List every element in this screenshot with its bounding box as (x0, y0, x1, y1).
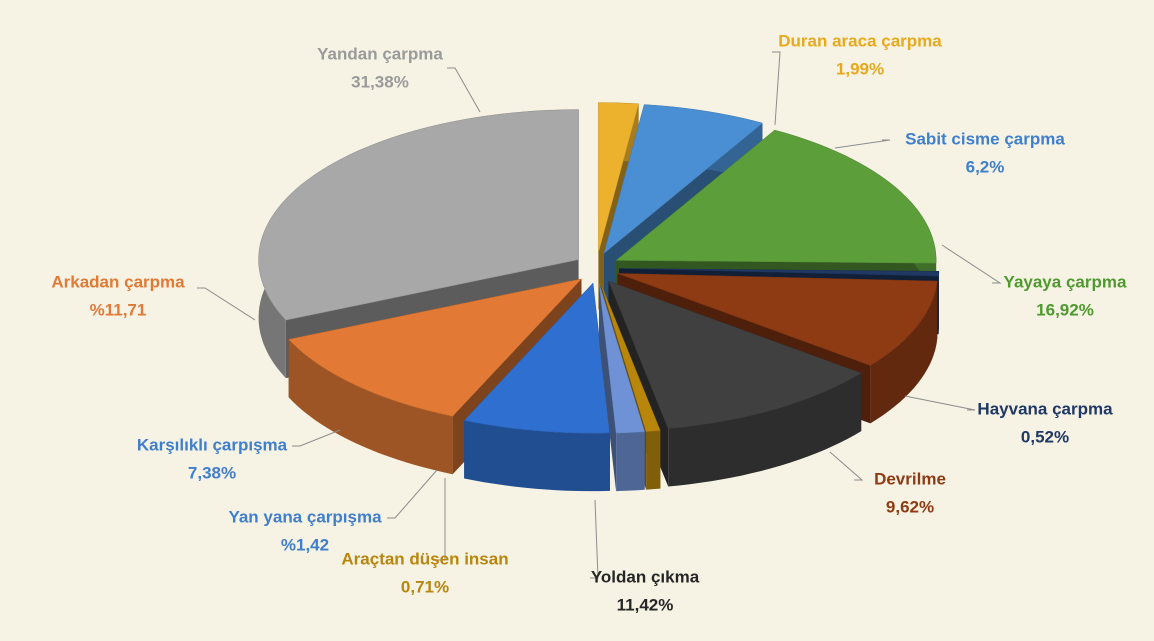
slice-value: %1,42 (281, 535, 329, 554)
leader-line (590, 499, 599, 579)
slice-value: 11,42% (617, 595, 674, 614)
slice-label: Devrilme (874, 469, 946, 488)
slice-label: Sabit cisme çarpma (905, 129, 1065, 148)
slice-top (463, 282, 611, 434)
slice-value: 6,2% (966, 157, 1005, 176)
slice-value: 9,62% (886, 497, 934, 516)
slice-value: 0,52% (1021, 427, 1069, 446)
leader-line (447, 67, 481, 113)
slice-side (616, 431, 645, 492)
slice-top (600, 283, 661, 432)
slice-value: 31,38% (351, 72, 409, 91)
slice-label: Yoldan çıkma (591, 567, 700, 586)
slice-top (615, 129, 937, 264)
slice-side (646, 430, 661, 490)
slice-top (618, 268, 940, 277)
slice-top (598, 283, 646, 434)
slice-top (608, 280, 862, 429)
leader-line (941, 244, 1002, 284)
slice-label: Hayvana çarpma (977, 399, 1113, 418)
slice-side (870, 281, 938, 424)
slice-top (258, 109, 579, 321)
slice-label: Yayaya çarpma (1004, 272, 1127, 291)
slice-label: Arkadan çarpma (51, 272, 185, 291)
slice-value: 16,92% (1036, 300, 1094, 319)
slice-top (598, 102, 639, 253)
leader-line (387, 469, 438, 519)
slice-top (617, 273, 938, 366)
slice-label: Yan yana çarpışma (228, 507, 382, 526)
leader-line (829, 451, 864, 481)
slice-label: Yandan çarpma (317, 44, 443, 63)
leader-line (834, 139, 891, 149)
slice-value: 1,99% (836, 59, 884, 78)
slice-top (288, 278, 583, 417)
slice-label: Duran araca çarpma (778, 31, 942, 50)
slice-face (599, 283, 617, 492)
slice (598, 283, 646, 492)
slice-value: 0,71% (401, 577, 449, 596)
slice-top (603, 104, 764, 255)
slice-value: %11,71 (90, 300, 147, 319)
leader-line (904, 395, 976, 411)
slice-side (288, 339, 453, 475)
slice-value: 7,38% (188, 463, 236, 482)
slice-side (464, 420, 610, 492)
leader-line (772, 51, 781, 126)
leader-line (437, 478, 446, 561)
slice-label: Araçtan düşen insan (341, 549, 508, 568)
slice (463, 282, 611, 492)
leader-line (292, 429, 341, 447)
slice-label: Karşılıklı çarpışma (137, 435, 288, 454)
leader-line (197, 287, 256, 321)
slice-side (668, 373, 862, 487)
